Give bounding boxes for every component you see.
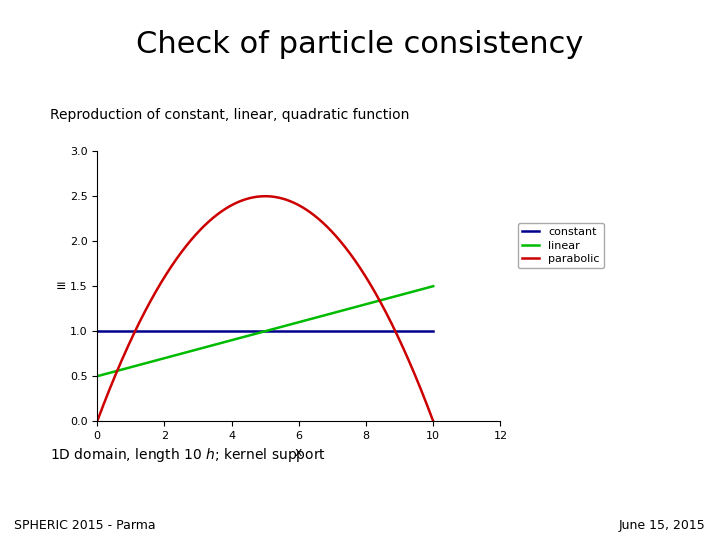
Text: SPHERIC 2015 - Parma: SPHERIC 2015 - Parma [14,519,156,532]
X-axis label: x: x [295,447,302,460]
Text: Reproduction of constant, linear, quadratic function: Reproduction of constant, linear, quadra… [50,108,410,122]
Text: June 15, 2015: June 15, 2015 [619,519,706,532]
Text: Check of particle consistency: Check of particle consistency [136,30,584,59]
Legend: constant, linear, parabolic: constant, linear, parabolic [518,223,604,268]
Text: 1D domain, length 10 $\mathit{h}$; kernel support: 1D domain, length 10 $\mathit{h}$; kerne… [50,446,326,463]
Y-axis label: ≡: ≡ [56,280,67,293]
